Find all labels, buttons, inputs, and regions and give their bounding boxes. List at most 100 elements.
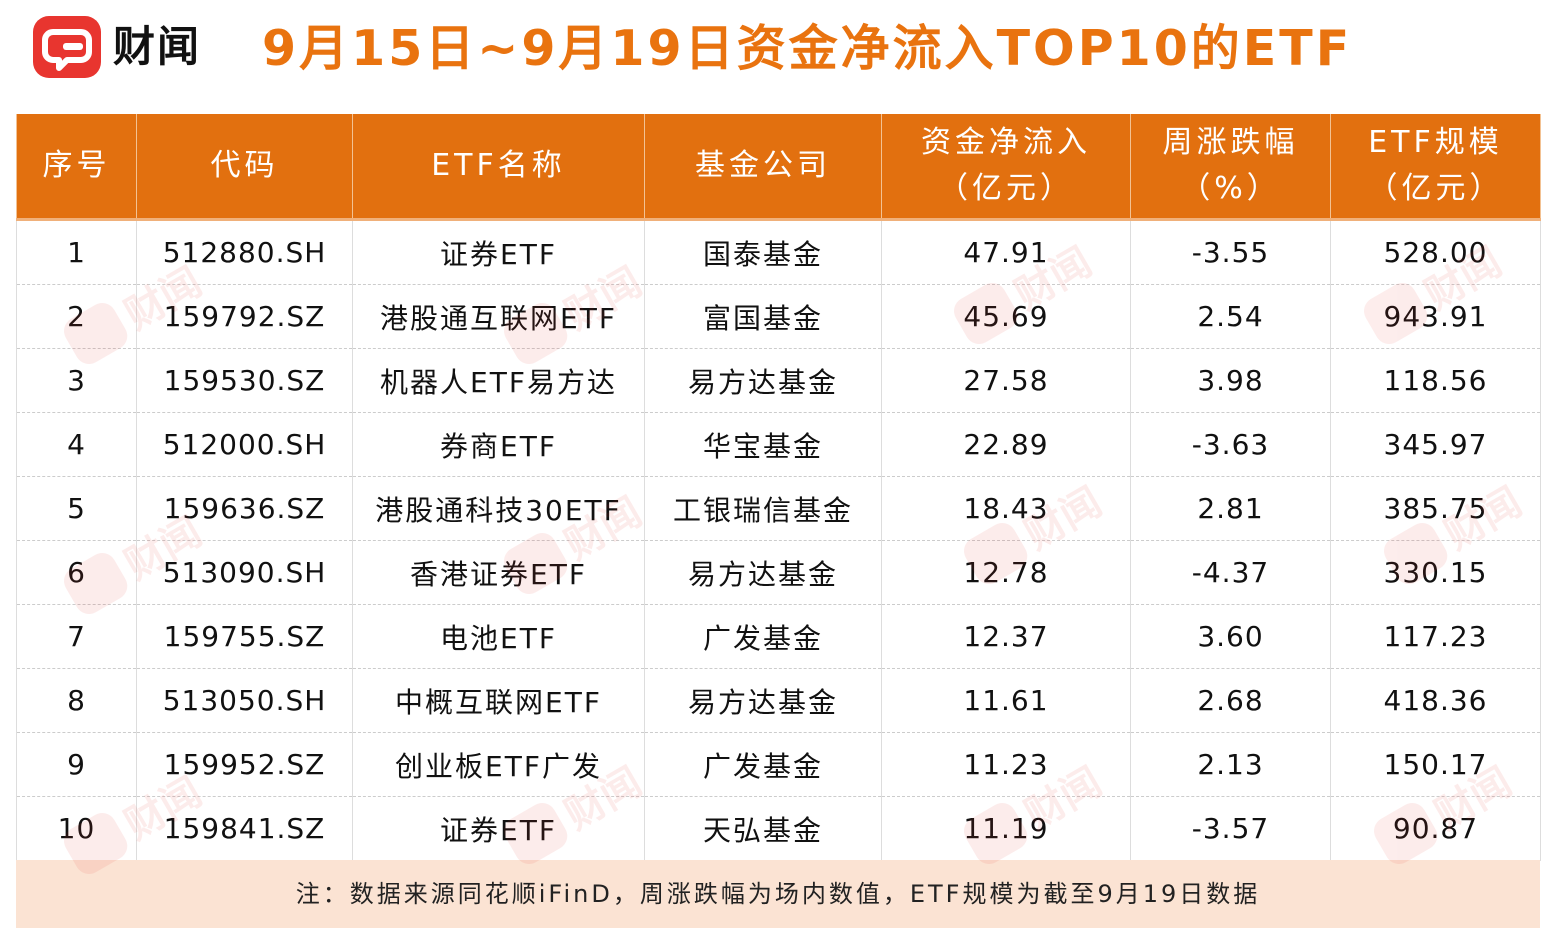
column-header: 周涨跌幅 （%）	[1130, 114, 1331, 221]
table-cell: 11.61	[881, 668, 1131, 733]
table-cell: 385.75	[1330, 476, 1541, 541]
table-cell: 创业板ETF广发	[352, 732, 645, 797]
table-cell: 易方达基金	[644, 540, 882, 605]
table-cell: 2.68	[1130, 668, 1331, 733]
table-cell: 中概互联网ETF	[352, 668, 645, 733]
table-cell: 11.23	[881, 732, 1131, 797]
footnote: 注：数据来源同花顺iFinD，周涨跌幅为场内数值，ETF规模为截至9月19日数据	[16, 860, 1540, 928]
table-cell: 11.19	[881, 796, 1131, 861]
column-header: 基金公司	[644, 114, 882, 221]
table-cell: 华宝基金	[644, 412, 882, 477]
table-cell: 2.54	[1130, 284, 1331, 349]
table-cell: 513090.SH	[136, 540, 353, 605]
table-cell: -4.37	[1130, 540, 1331, 605]
column-header-label: 资金净流入	[921, 125, 1091, 160]
table-row: 8 513050.SH 中概互联网ETF 易方达基金 11.61 2.68 418.36	[16, 668, 1541, 733]
table-cell: 159792.SZ	[136, 284, 353, 349]
table-cell: 513050.SH	[136, 668, 353, 733]
table-cell: 10	[16, 796, 137, 861]
table-cell: 3.98	[1130, 348, 1331, 413]
column-header-unit: （亿元）	[938, 171, 1074, 206]
table-row: 1 512880.SH 证券ETF 国泰基金 47.91 -3.55 528.00	[16, 219, 1541, 285]
table-cell: 国泰基金	[644, 219, 882, 285]
table-cell: 150.17	[1330, 732, 1541, 797]
table-cell: 7	[16, 604, 137, 669]
table-cell: 2.13	[1130, 732, 1331, 797]
column-header: 序号	[16, 114, 137, 221]
page-title: 9月15日~9月19日资金净流入TOP10的ETF	[262, 20, 1353, 77]
table-cell: 港股通科技30ETF	[352, 476, 645, 541]
table-cell: 528.00	[1330, 219, 1541, 285]
column-header-label: 基金公司	[695, 148, 831, 183]
table-cell: 12.78	[881, 540, 1131, 605]
table-cell: 159952.SZ	[136, 732, 353, 797]
table-cell: 电池ETF	[352, 604, 645, 669]
column-header-label: 序号	[42, 148, 111, 183]
table-cell: 6	[16, 540, 137, 605]
table-row: 6 513090.SH 香港证券ETF 易方达基金 12.78 -4.37 330.15	[16, 540, 1541, 605]
brand-name: 财闻	[113, 22, 202, 71]
table-cell: -3.63	[1130, 412, 1331, 477]
table-cell: -3.55	[1130, 219, 1331, 285]
column-header: ETF名称	[352, 114, 645, 221]
table-cell: 418.36	[1330, 668, 1541, 733]
column-header-unit: （亿元）	[1367, 171, 1504, 206]
table-cell: 9	[16, 732, 137, 797]
etf-table: 序号 代码 ETF名称 基金公司 资金净流入 （亿元） 周涨跌幅 （%） ETF规模 （亿元） 1…	[16, 114, 1541, 861]
table-cell: 证券ETF	[352, 219, 645, 285]
column-header: ETF规模 （亿元）	[1330, 114, 1541, 221]
column-header-unit: （%）	[1180, 171, 1281, 206]
table-cell: 港股通互联网ETF	[352, 284, 645, 349]
table-cell: 机器人ETF易方达	[352, 348, 645, 413]
table-cell: 330.15	[1330, 540, 1541, 605]
table-row: 2 159792.SZ 港股通互联网ETF 富国基金 45.69 2.54 943.91	[16, 284, 1541, 349]
table-cell: 12.37	[881, 604, 1131, 669]
table-cell: 1	[16, 219, 137, 285]
table-row: 5 159636.SZ 港股通科技30ETF 工银瑞信基金 18.43 2.81 385.7…	[16, 476, 1541, 541]
table-row: 3 159530.SZ 机器人ETF易方达 易方达基金 27.58 3.98 118.56	[16, 348, 1541, 413]
table-cell: 香港证券ETF	[352, 540, 645, 605]
column-header-label: ETF名称	[431, 148, 566, 183]
table-row: 4 512000.SH 券商ETF 华宝基金 22.89 -3.63 345.97	[16, 412, 1541, 477]
column-header-label: 代码	[210, 148, 279, 183]
table-cell: 广发基金	[644, 732, 882, 797]
table-cell: 47.91	[881, 219, 1131, 285]
chat-bubble-logo-icon	[33, 16, 101, 78]
table-cell: 159841.SZ	[136, 796, 353, 861]
table-cell: 2	[16, 284, 137, 349]
table-cell: 易方达基金	[644, 668, 882, 733]
table-cell: 券商ETF	[352, 412, 645, 477]
table-cell: 工银瑞信基金	[644, 476, 882, 541]
table-cell: 证券ETF	[352, 796, 645, 861]
table-cell: 易方达基金	[644, 348, 882, 413]
table-cell: 943.91	[1330, 284, 1541, 349]
table-cell: 22.89	[881, 412, 1131, 477]
table-cell: 512880.SH	[136, 219, 353, 285]
table-cell: 8	[16, 668, 137, 733]
table-header-row: 序号 代码 ETF名称 基金公司 资金净流入 （亿元） 周涨跌幅 （%） ETF规模 （亿元）	[16, 114, 1541, 221]
table-body: 1 512880.SH 证券ETF 国泰基金 47.91 -3.55 528.00 2 1597…	[16, 219, 1541, 861]
table-cell: 广发基金	[644, 604, 882, 669]
table-row: 7 159755.SZ 电池ETF 广发基金 12.37 3.60 117.23	[16, 604, 1541, 669]
table-cell: 90.87	[1330, 796, 1541, 861]
table-cell: 3.60	[1130, 604, 1331, 669]
table-cell: 512000.SH	[136, 412, 353, 477]
table-cell: 118.56	[1330, 348, 1541, 413]
table-row: 10 159841.SZ 证券ETF 天弘基金 11.19 -3.57 90.87	[16, 796, 1541, 861]
table-cell: 18.43	[881, 476, 1131, 541]
table-cell: 117.23	[1330, 604, 1541, 669]
column-header-label: ETF规模	[1368, 125, 1503, 160]
page-header: 财闻 9月15日~9月19日资金净流入TOP10的ETF	[0, 0, 1556, 112]
table-cell: 富国基金	[644, 284, 882, 349]
table-cell: 5	[16, 476, 137, 541]
column-header: 资金净流入 （亿元）	[881, 114, 1131, 221]
table-cell: 3	[16, 348, 137, 413]
table-cell: 159636.SZ	[136, 476, 353, 541]
table-cell: 27.58	[881, 348, 1131, 413]
table-cell: 159530.SZ	[136, 348, 353, 413]
table-cell: 4	[16, 412, 137, 477]
column-header-label: 周涨跌幅	[1162, 125, 1299, 160]
table-cell: 159755.SZ	[136, 604, 353, 669]
table-cell: 2.81	[1130, 476, 1331, 541]
table-cell: 45.69	[881, 284, 1131, 349]
